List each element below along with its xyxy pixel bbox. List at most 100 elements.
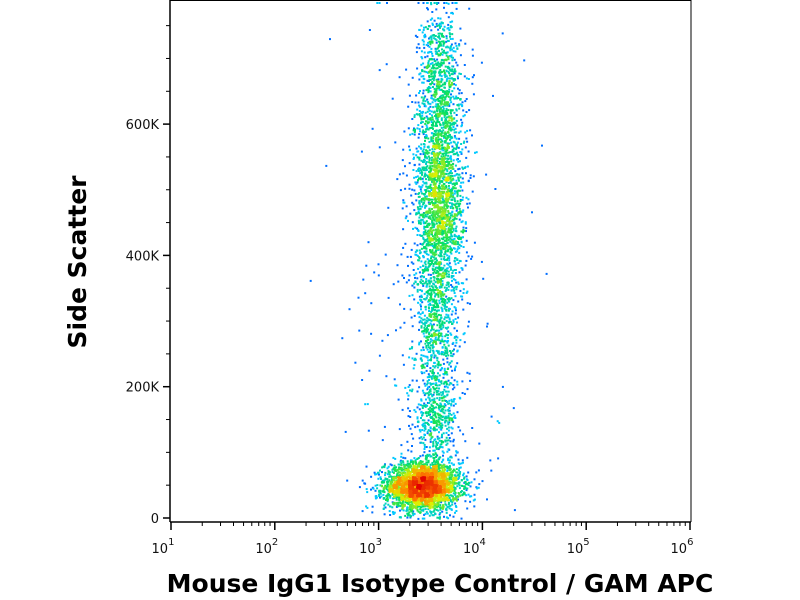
event-point	[429, 382, 432, 385]
event-point	[411, 512, 414, 515]
event-point	[461, 172, 464, 175]
event-point	[429, 174, 431, 177]
event-point	[423, 448, 426, 450]
event-point	[448, 167, 450, 170]
event-point	[419, 460, 422, 462]
event-point	[446, 442, 449, 445]
event-point	[456, 141, 459, 144]
event-point	[449, 33, 452, 36]
event-point	[430, 36, 433, 39]
event-point	[440, 64, 442, 67]
event-point	[438, 178, 441, 181]
event-point	[390, 464, 393, 467]
event-point	[420, 96, 423, 99]
event-point	[441, 282, 444, 285]
event-point	[429, 455, 432, 458]
event-point	[432, 183, 435, 186]
event-point	[455, 468, 458, 471]
event-point	[466, 302, 469, 305]
event-point	[443, 382, 445, 385]
event-point	[440, 501, 443, 504]
event-point	[458, 131, 461, 134]
event-point	[444, 133, 447, 136]
event-point	[444, 500, 447, 503]
event-point	[439, 69, 442, 71]
event-point	[450, 360, 453, 363]
event-point	[434, 306, 437, 308]
event-point	[454, 367, 456, 370]
event-point	[424, 167, 427, 170]
event-point	[442, 432, 445, 435]
event-point	[452, 319, 455, 322]
event-point	[441, 169, 444, 172]
event-point	[452, 12, 454, 15]
event-point	[431, 411, 434, 414]
event-point	[447, 65, 450, 68]
event-point	[420, 509, 423, 512]
event-point	[462, 167, 465, 170]
event-point	[432, 453, 435, 456]
event-point	[422, 391, 425, 394]
event-point	[441, 187, 443, 190]
event-point	[413, 176, 416, 179]
event-point	[433, 153, 436, 156]
event-point	[434, 463, 437, 466]
event-point	[462, 472, 465, 475]
event-point	[419, 146, 422, 149]
event-point	[406, 499, 409, 502]
event-point	[344, 430, 347, 433]
event-point	[432, 442, 435, 445]
event-point	[424, 505, 427, 507]
event-point	[486, 325, 488, 328]
event-point	[384, 471, 387, 474]
event-point	[426, 430, 429, 433]
event-point	[434, 130, 437, 133]
event-point	[429, 40, 432, 43]
event-point	[456, 383, 459, 386]
event-point	[449, 124, 452, 127]
event-point	[409, 427, 412, 430]
event-point	[433, 169, 436, 172]
event-point	[433, 460, 435, 463]
event-point	[412, 506, 415, 509]
event-point	[416, 290, 419, 293]
event-point	[429, 36, 431, 39]
event-point	[427, 461, 430, 464]
event-point	[422, 143, 425, 145]
event-point	[430, 310, 433, 313]
event-point	[429, 427, 432, 430]
event-point	[443, 51, 445, 54]
event-point	[436, 80, 439, 83]
event-point	[444, 146, 447, 149]
event-point	[414, 506, 417, 509]
event-point	[450, 141, 453, 144]
event-point	[450, 116, 452, 119]
event-point	[435, 250, 438, 253]
event-point	[442, 187, 445, 190]
event-point	[436, 200, 439, 203]
event-point	[432, 506, 435, 509]
event-point	[429, 169, 432, 172]
event-point	[432, 127, 434, 130]
event-point	[467, 198, 470, 201]
event-point	[449, 195, 452, 198]
event-point	[471, 190, 474, 193]
event-point	[462, 288, 465, 291]
event-point	[441, 241, 444, 244]
event-point	[432, 123, 434, 126]
event-point	[461, 105, 464, 108]
event-point	[408, 506, 411, 509]
event-point	[435, 41, 438, 44]
event-point	[430, 73, 433, 76]
event-point	[429, 440, 432, 443]
event-point	[409, 500, 412, 503]
event-point	[455, 109, 458, 112]
event-point	[425, 156, 428, 159]
event-point	[418, 158, 421, 161]
event-point	[449, 151, 452, 154]
event-point	[427, 465, 430, 468]
event-point	[438, 423, 441, 426]
event-point	[458, 43, 461, 46]
event-point	[429, 334, 432, 337]
event-point	[416, 113, 419, 116]
